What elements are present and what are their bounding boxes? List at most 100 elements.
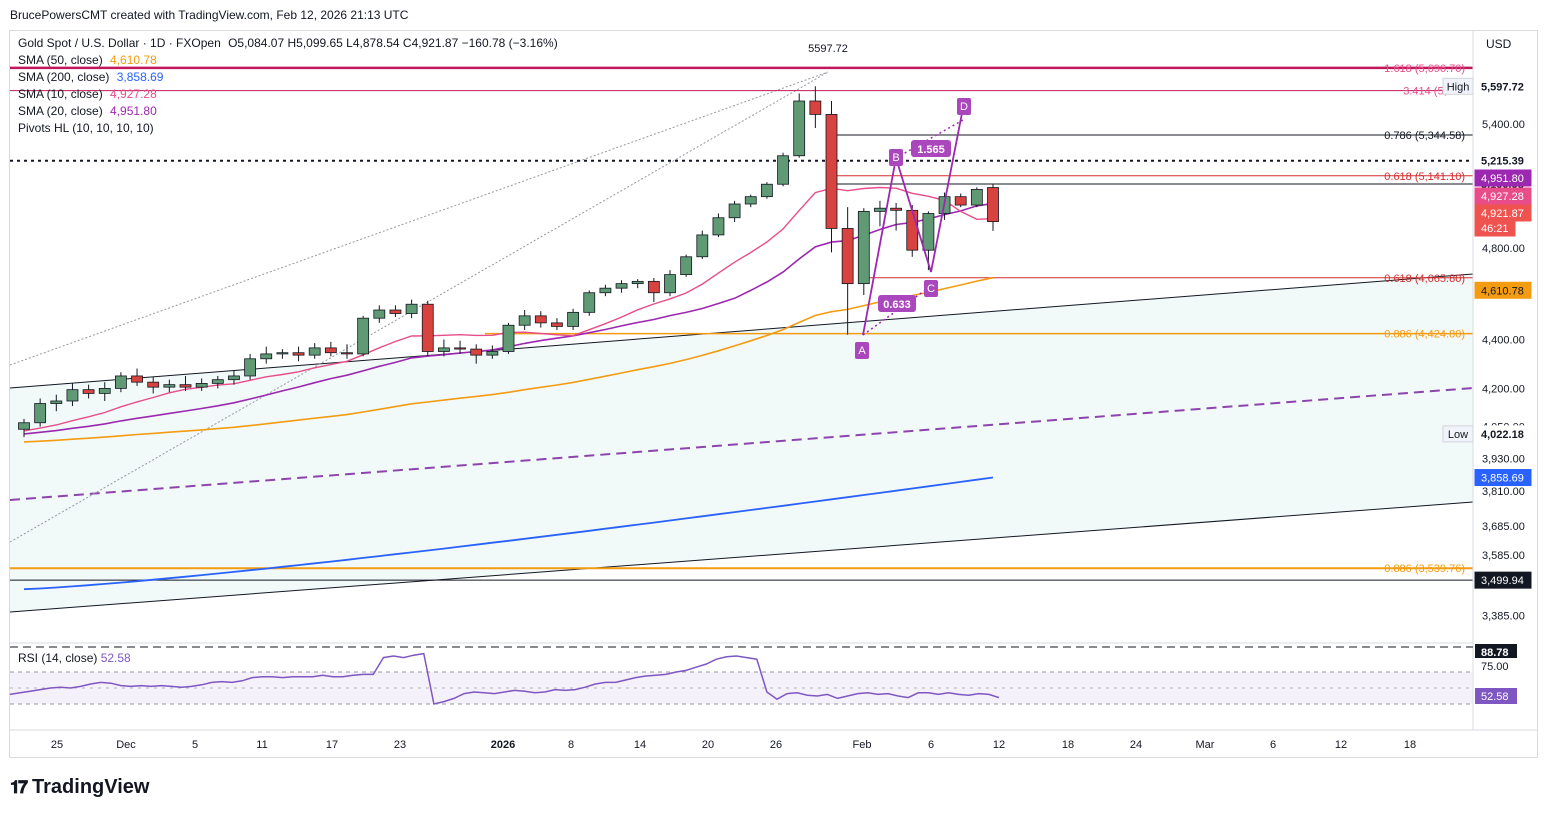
candle-body [857, 210, 870, 285]
axis-price-box [1474, 152, 1532, 170]
candle-body [276, 352, 289, 355]
tradingview-wordmark: TradingView [32, 776, 150, 798]
candle-body [599, 287, 612, 294]
axis-price-label: 3,858.69 [1481, 473, 1524, 485]
x-tick-label: 24 [1130, 739, 1142, 751]
sma200-line [23, 476, 994, 591]
rsi-axis-label: 52.58 [1481, 691, 1509, 703]
candle-body [744, 196, 757, 205]
axis-price-label: 4,022.18 [1481, 429, 1524, 441]
x-tick-label: 20 [702, 739, 714, 751]
axis-price-label: 3,499.94 [1481, 575, 1524, 587]
chart-credit: BrucePowersCMT created with TradingView.… [10, 8, 409, 22]
rsi-axis-label: 88.78 [1481, 647, 1509, 659]
fib-label: 0.618 (4,665.80) [1384, 273, 1465, 285]
candle-body [34, 403, 47, 424]
axis-price-label: 4,610.78 [1481, 285, 1524, 297]
candle-body [777, 155, 789, 185]
candle-body [163, 384, 176, 388]
candle-body [292, 352, 305, 356]
candle-body [922, 213, 935, 251]
candle-body [534, 315, 547, 324]
candle-body [244, 358, 257, 377]
x-tick-label: 23 [394, 739, 406, 751]
x-tick-label: 14 [634, 739, 646, 751]
candle-body [583, 292, 596, 313]
candle-body [518, 315, 531, 326]
x-tick-label: Dec [116, 739, 136, 751]
x-tick-label: 12 [1335, 739, 1347, 751]
x-tick-label: 25 [51, 739, 63, 751]
candle-body [373, 309, 386, 319]
legend-sma50-value: 4,610.78 [110, 53, 157, 67]
y-tick-label: 3,585.00 [1482, 550, 1525, 562]
sma50-line [23, 277, 994, 443]
candle-body [890, 207, 902, 211]
candle-body [66, 389, 79, 402]
pattern-point-tag [855, 342, 869, 359]
candle-body [712, 217, 725, 236]
candle-body [728, 203, 741, 219]
candle-body [647, 280, 660, 294]
x-tick-label: 2026 [491, 739, 515, 751]
candle-body [437, 347, 450, 352]
x-tick-label: Feb [853, 739, 872, 751]
legend-title-row: Gold Spot / U.S. Dollar · 1D · FXOpen O5… [18, 35, 562, 52]
candle-body [970, 188, 983, 206]
currency-label[interactable]: USD [1486, 37, 1512, 51]
candle-body [664, 274, 676, 294]
axis-price-label: 5,215.39 [1481, 156, 1524, 168]
legend-sma50-label: SMA (50, close) [18, 53, 103, 67]
legend-sma50[interactable]: SMA (50, close) 4,610.78 [18, 52, 562, 69]
rsi-line [9, 652, 1000, 705]
chart-frame [9, 30, 1538, 758]
candle-body [954, 196, 967, 206]
axis-price-label: 4,927.28 [1481, 191, 1524, 203]
candle-body [389, 309, 402, 314]
candle-body [841, 228, 854, 285]
rsi-axis-label: 75.00 [1481, 661, 1509, 673]
legend-sma20[interactable]: SMA (20, close) 4,951.80 [18, 103, 562, 120]
y-tick-label: 3,810.00 [1482, 486, 1525, 498]
y-tick-label: 4,800.00 [1482, 243, 1525, 255]
candle-body [567, 311, 579, 327]
candle-body [82, 389, 95, 394]
legend-sma10[interactable]: SMA (10, close) 4,927.28 [18, 86, 562, 103]
y-tick-label: 4,400.00 [1482, 334, 1525, 346]
legend-sma200[interactable]: SMA (200, close) 3,858.69 [18, 69, 562, 86]
pattern-point-tag [889, 149, 903, 166]
candle-body [324, 347, 337, 354]
candle-body [228, 375, 240, 381]
legend-ohlc: O5,084.07 H5,099.65 L4,878.54 C4,921.87 … [228, 36, 558, 50]
candle-body [809, 100, 822, 115]
fib-label: 1.618 (5,696.70) [1384, 63, 1465, 75]
candle-body [631, 280, 644, 285]
y-tick-label: 4,200.00 [1482, 383, 1525, 395]
rsi-legend-value: 52.58 [100, 651, 131, 665]
pattern-point-tag [924, 280, 938, 297]
channel-fill [10, 274, 1473, 612]
candle-body [502, 324, 515, 352]
pattern-abcd-line [862, 107, 964, 336]
chart-legend: Gold Spot / U.S. Dollar · 1D · FXOpen O5… [18, 35, 562, 137]
axis-price-label: 46:21 [1481, 223, 1509, 235]
legend-sma20-value: 4,951.80 [110, 104, 157, 118]
x-tick-label: 18 [1062, 739, 1074, 751]
axis-price-box [1474, 219, 1516, 237]
legend-sma20-label: SMA (20, close) [18, 104, 103, 118]
candle-body [615, 283, 628, 289]
rsi-legend-label: RSI (14, close) [18, 651, 98, 665]
y-tick-label: 3,685.00 [1482, 521, 1525, 533]
candle-body [179, 384, 192, 388]
y-tick-label: 3,385.00 [1482, 610, 1525, 622]
x-tick-label: 11 [256, 739, 267, 751]
peak-annotation: 5597.72 [808, 43, 848, 55]
pattern-point-tag [957, 98, 971, 115]
x-tick-label: 5 [192, 739, 198, 751]
candle-body [874, 207, 886, 212]
fib-label: 0.886 (4,424.80) [1384, 329, 1465, 341]
y-tick-label: 5,400.00 [1482, 119, 1525, 131]
rsi-legend[interactable]: RSI (14, close) 52.58 [18, 651, 131, 665]
legend-pivots[interactable]: Pivots HL (10, 10, 10, 10) [18, 120, 562, 137]
